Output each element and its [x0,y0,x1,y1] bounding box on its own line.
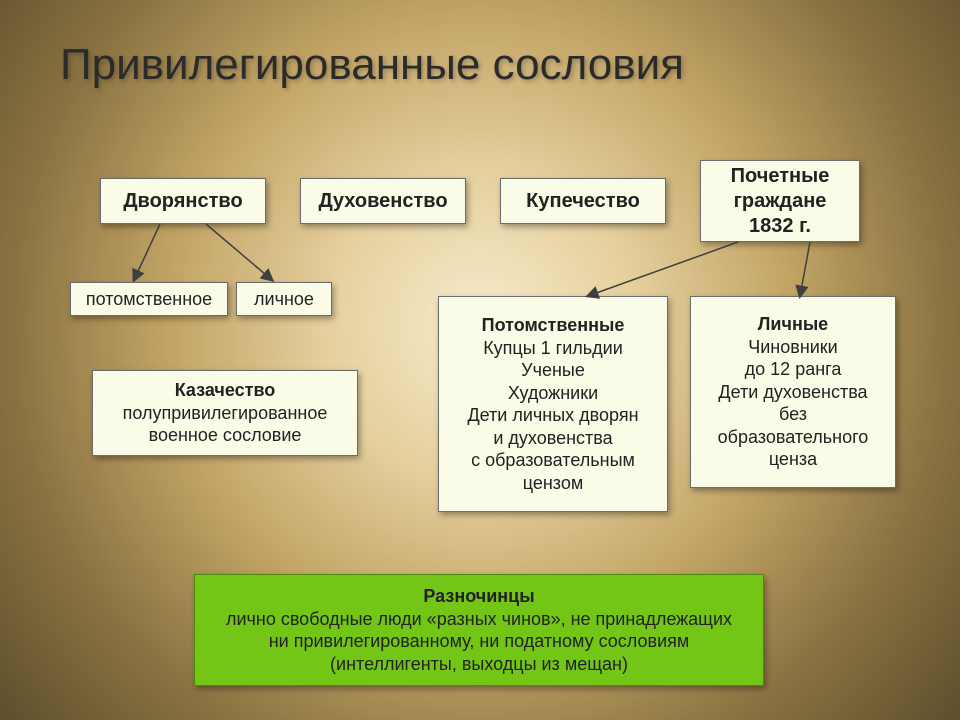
box-persDetail: ЛичныеЧиновникидо 12 рангаДети духовенст… [690,296,896,488]
box-heredDetail: ПотомственныеКупцы 1 гильдииУченыеХудожн… [438,296,668,512]
box-merchants: Купечество [500,178,666,224]
box-personal: личное [236,282,332,316]
page-title: Привилегированные сословия [60,40,900,100]
box-razn: Разночинцылично свободные люди «разных ч… [194,574,764,686]
box-honcit: Почетныеграждане1832 г. [700,160,860,242]
box-clergy: Духовенство [300,178,466,224]
box-hereditary: потомственное [70,282,228,316]
box-nobility: Дворянство [100,178,266,224]
stage: Привилегированные сословия Дворянство Ду… [0,0,960,720]
box-cossacks: Казачествополупривилегированноевоенное с… [92,370,358,456]
